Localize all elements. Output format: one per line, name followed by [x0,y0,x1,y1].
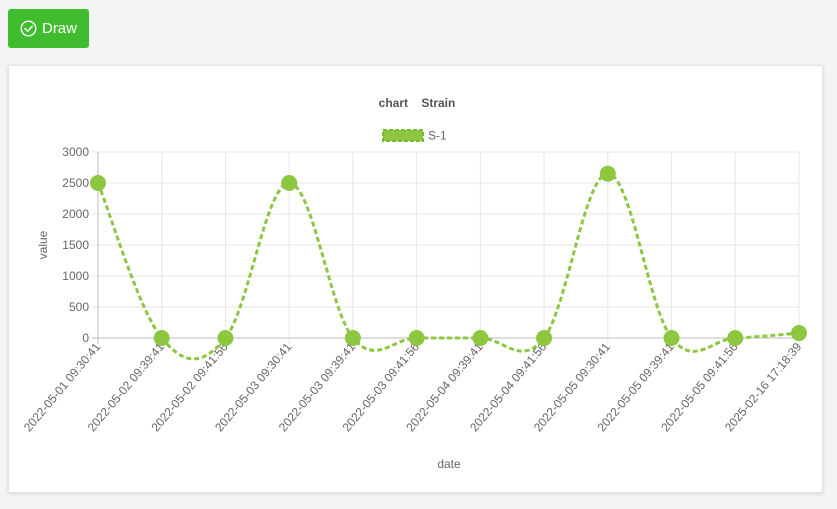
chart-card [8,65,823,493]
draw-button-label: Draw [41,20,77,37]
check-circle-icon [20,20,37,37]
draw-button[interactable]: Draw [8,9,89,48]
